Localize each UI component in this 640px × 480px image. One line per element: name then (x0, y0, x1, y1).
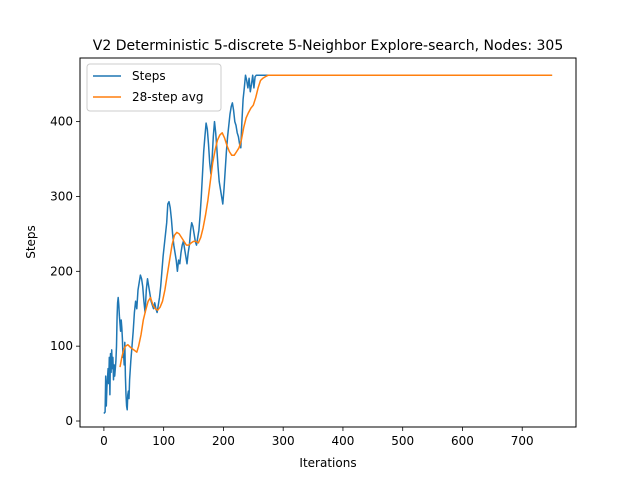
series-layer (103, 74, 553, 414)
x-tick-label: 500 (391, 434, 414, 448)
x-tick-label: 400 (331, 434, 354, 448)
legend-label-avg: 28-step avg (132, 90, 203, 104)
y-tick-label: 200 (50, 264, 73, 278)
y-tick-label: 0 (65, 414, 73, 428)
x-axis-ticks: 0 100 200 300 400 500 600 700 (100, 427, 534, 448)
legend-label-steps: Steps (132, 69, 166, 83)
x-tick-label: 600 (451, 434, 474, 448)
x-tick-label: 100 (152, 434, 175, 448)
y-axis-ticks: 0 100 200 300 400 (50, 115, 80, 428)
series-line-avg (119, 74, 553, 368)
series-line-steps (103, 74, 553, 414)
x-tick-label: 300 (272, 434, 295, 448)
x-tick-label: 0 (100, 434, 108, 448)
y-tick-label: 300 (50, 189, 73, 203)
y-axis-label: Steps (24, 225, 38, 259)
legend: Steps 28-step avg (86, 63, 222, 112)
x-tick-label: 700 (511, 434, 534, 448)
chart-title: V2 Deterministic 5-discrete 5-Neighbor E… (93, 38, 563, 54)
y-tick-label: 100 (50, 339, 73, 353)
x-tick-label: 200 (212, 434, 235, 448)
plot-area (80, 58, 576, 427)
plot-border (79, 57, 577, 428)
x-axis-label: Iterations (299, 456, 356, 470)
y-tick-label: 400 (50, 115, 73, 129)
